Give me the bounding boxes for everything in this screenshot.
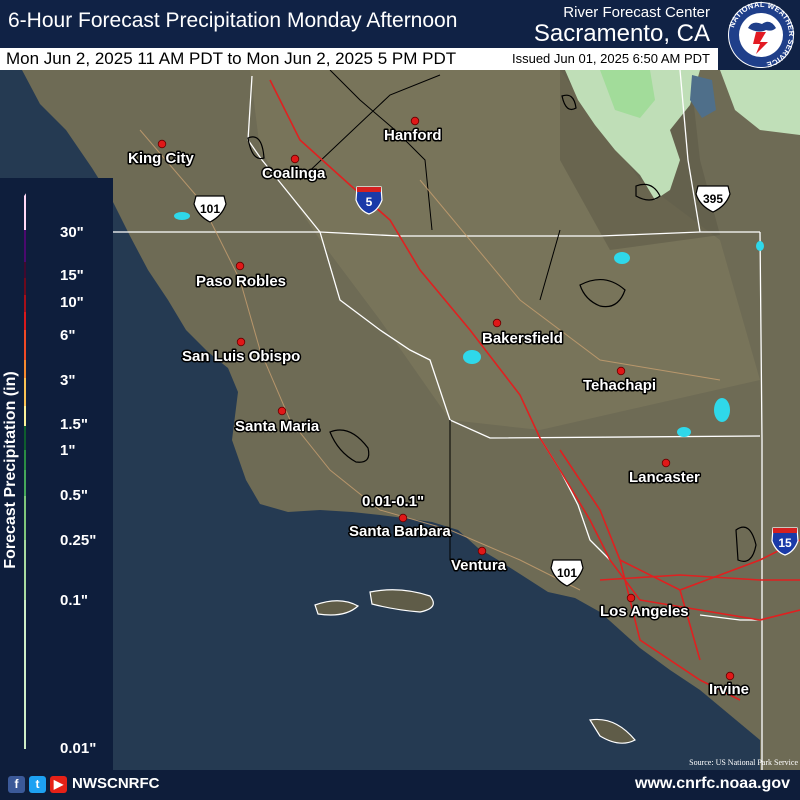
- legend-color-band: [24, 312, 26, 330]
- city-marker: [236, 337, 246, 347]
- valid-time-range: Mon Jun 2, 2025 11 AM PDT to Mon Jun 2, …: [0, 48, 475, 70]
- city-label-hanford: Hanford: [384, 127, 442, 144]
- legend-color-band: [24, 262, 26, 278]
- legend-color-band: [24, 406, 26, 426]
- city-label-san-luis-obispo: San Luis Obispo: [182, 348, 300, 365]
- highway-shield-i5: 5: [355, 186, 383, 215]
- highway-shield-i15: 15: [771, 527, 799, 556]
- city-marker: [661, 458, 671, 468]
- nws-logo-icon: NATIONAL WEATHER SERVICE: [727, 0, 796, 69]
- highway-shield-us101-south: 101: [550, 559, 584, 587]
- legend-color-band: [24, 230, 26, 262]
- website-link[interactable]: www.cnrfc.noaa.gov: [635, 775, 790, 792]
- lakes: [174, 212, 764, 437]
- city-label-tehachapi: Tehachapi: [583, 377, 656, 394]
- precip-annotation: 0.01-0.1": [362, 493, 424, 510]
- legend-tick-0-01: 0.01": [60, 740, 97, 757]
- legend-title: Forecast Precipitation (in): [2, 371, 19, 569]
- twitter-icon[interactable]: t: [29, 776, 46, 793]
- legend-tick-0-25: 0.25": [60, 532, 97, 549]
- legend-tick-3: 3": [60, 372, 76, 389]
- precipitation-legend: Forecast Precipitation (in) 30" 15" 10" …: [0, 178, 113, 770]
- lake-tahoe-area: [690, 75, 716, 118]
- legend-tick-1: 1": [60, 442, 76, 459]
- shield-label: 101: [200, 202, 220, 216]
- city-marker: [410, 116, 420, 126]
- central-valley: [250, 70, 760, 430]
- city-label-los-angeles: Los Angeles: [600, 603, 689, 620]
- legend-color-bar: [24, 193, 26, 749]
- city-marker: [235, 261, 245, 271]
- legend-color-band: [24, 496, 26, 540]
- highways-lines: [269, 79, 800, 701]
- city-marker: [492, 318, 502, 328]
- legend-color-band: [24, 330, 26, 360]
- city-label-king-city: King City: [128, 150, 194, 167]
- shield-label: 15: [778, 536, 792, 550]
- legend-tick-30: 30": [60, 224, 84, 241]
- city-marker: [616, 366, 626, 376]
- legend-tick-6: 6": [60, 327, 76, 344]
- legend-color-band: [24, 360, 26, 378]
- city-marker: [157, 139, 167, 149]
- legend-tick-0-5: 0.5": [60, 487, 88, 504]
- legend-color-band: [24, 196, 26, 230]
- city-marker: [290, 154, 300, 164]
- burn-scar-outlines: [247, 94, 757, 562]
- city-label-irvine: Irvine: [709, 681, 749, 698]
- legend-color-band: [24, 540, 26, 600]
- youtube-icon[interactable]: ▶: [50, 776, 67, 793]
- legend-color-band: [24, 426, 26, 450]
- legend-color-band: [24, 470, 26, 496]
- city-label-ventura: Ventura: [451, 557, 507, 574]
- precip-area-mid: [600, 70, 655, 118]
- shield-label: 101: [557, 566, 577, 580]
- city-label-santa-maria: Santa Maria: [235, 418, 320, 435]
- city-label-bakersfield: Bakersfield: [482, 330, 563, 347]
- city-marker: [277, 406, 287, 416]
- city-label-lancaster: Lancaster: [629, 469, 700, 486]
- county-boundaries: [299, 70, 561, 560]
- legend-color-band: [24, 450, 26, 470]
- city-marker: [398, 513, 408, 523]
- footer: f t ▶ NWSCNRFC www.cnrfc.noaa.gov: [0, 770, 800, 800]
- legend-tick-0-1: 0.1": [60, 592, 88, 609]
- legend-color-band: [24, 295, 26, 312]
- header: 6-Hour Forecast Precipitation Monday Aft…: [0, 0, 800, 70]
- forecast-center-label: River Forecast Center: [563, 4, 710, 21]
- legend-color-band: [24, 378, 26, 406]
- channel-islands: [314, 589, 636, 744]
- highway-shield-us101-north: 101: [193, 195, 227, 223]
- map-title: 6-Hour Forecast Precipitation Monday Aft…: [8, 9, 458, 32]
- city-marker: [477, 546, 487, 556]
- issued-time: Issued Jun 01, 2025 6:50 AM PDT: [475, 48, 718, 70]
- facebook-icon[interactable]: f: [8, 776, 25, 793]
- city-label-coalinga: Coalinga: [262, 165, 326, 182]
- city-marker: [725, 671, 735, 681]
- city-label-paso-robles: Paso Robles: [196, 273, 286, 290]
- precipitation-map: 0.01-0.1" 101 5 395 101 15: [0, 70, 800, 770]
- precip-area-north: [565, 70, 700, 200]
- highway-shield-us395: 395: [695, 185, 731, 213]
- map-source-credit: Source: US National Park Service: [689, 758, 798, 767]
- legend-arrow: [24, 193, 26, 196]
- legend-color-band: [24, 278, 26, 295]
- precip-area-east: [720, 70, 800, 135]
- legend-tick-10: 10": [60, 294, 84, 311]
- forecast-center-city: Sacramento, CA: [533, 20, 710, 47]
- city-marker: [626, 593, 636, 603]
- legend-tick-15: 15": [60, 267, 84, 284]
- social-handle[interactable]: NWSCNRFC: [72, 775, 160, 792]
- ocean: [0, 70, 760, 770]
- city-markers: [157, 116, 735, 681]
- minor-roads: [139, 129, 721, 591]
- shield-label: 5: [366, 195, 373, 209]
- legend-tick-1-5: 1.5": [60, 416, 88, 433]
- shield-label: 395: [703, 192, 723, 206]
- city-label-santa-barbara: Santa Barbara: [349, 523, 451, 540]
- legend-color-band: [24, 600, 26, 749]
